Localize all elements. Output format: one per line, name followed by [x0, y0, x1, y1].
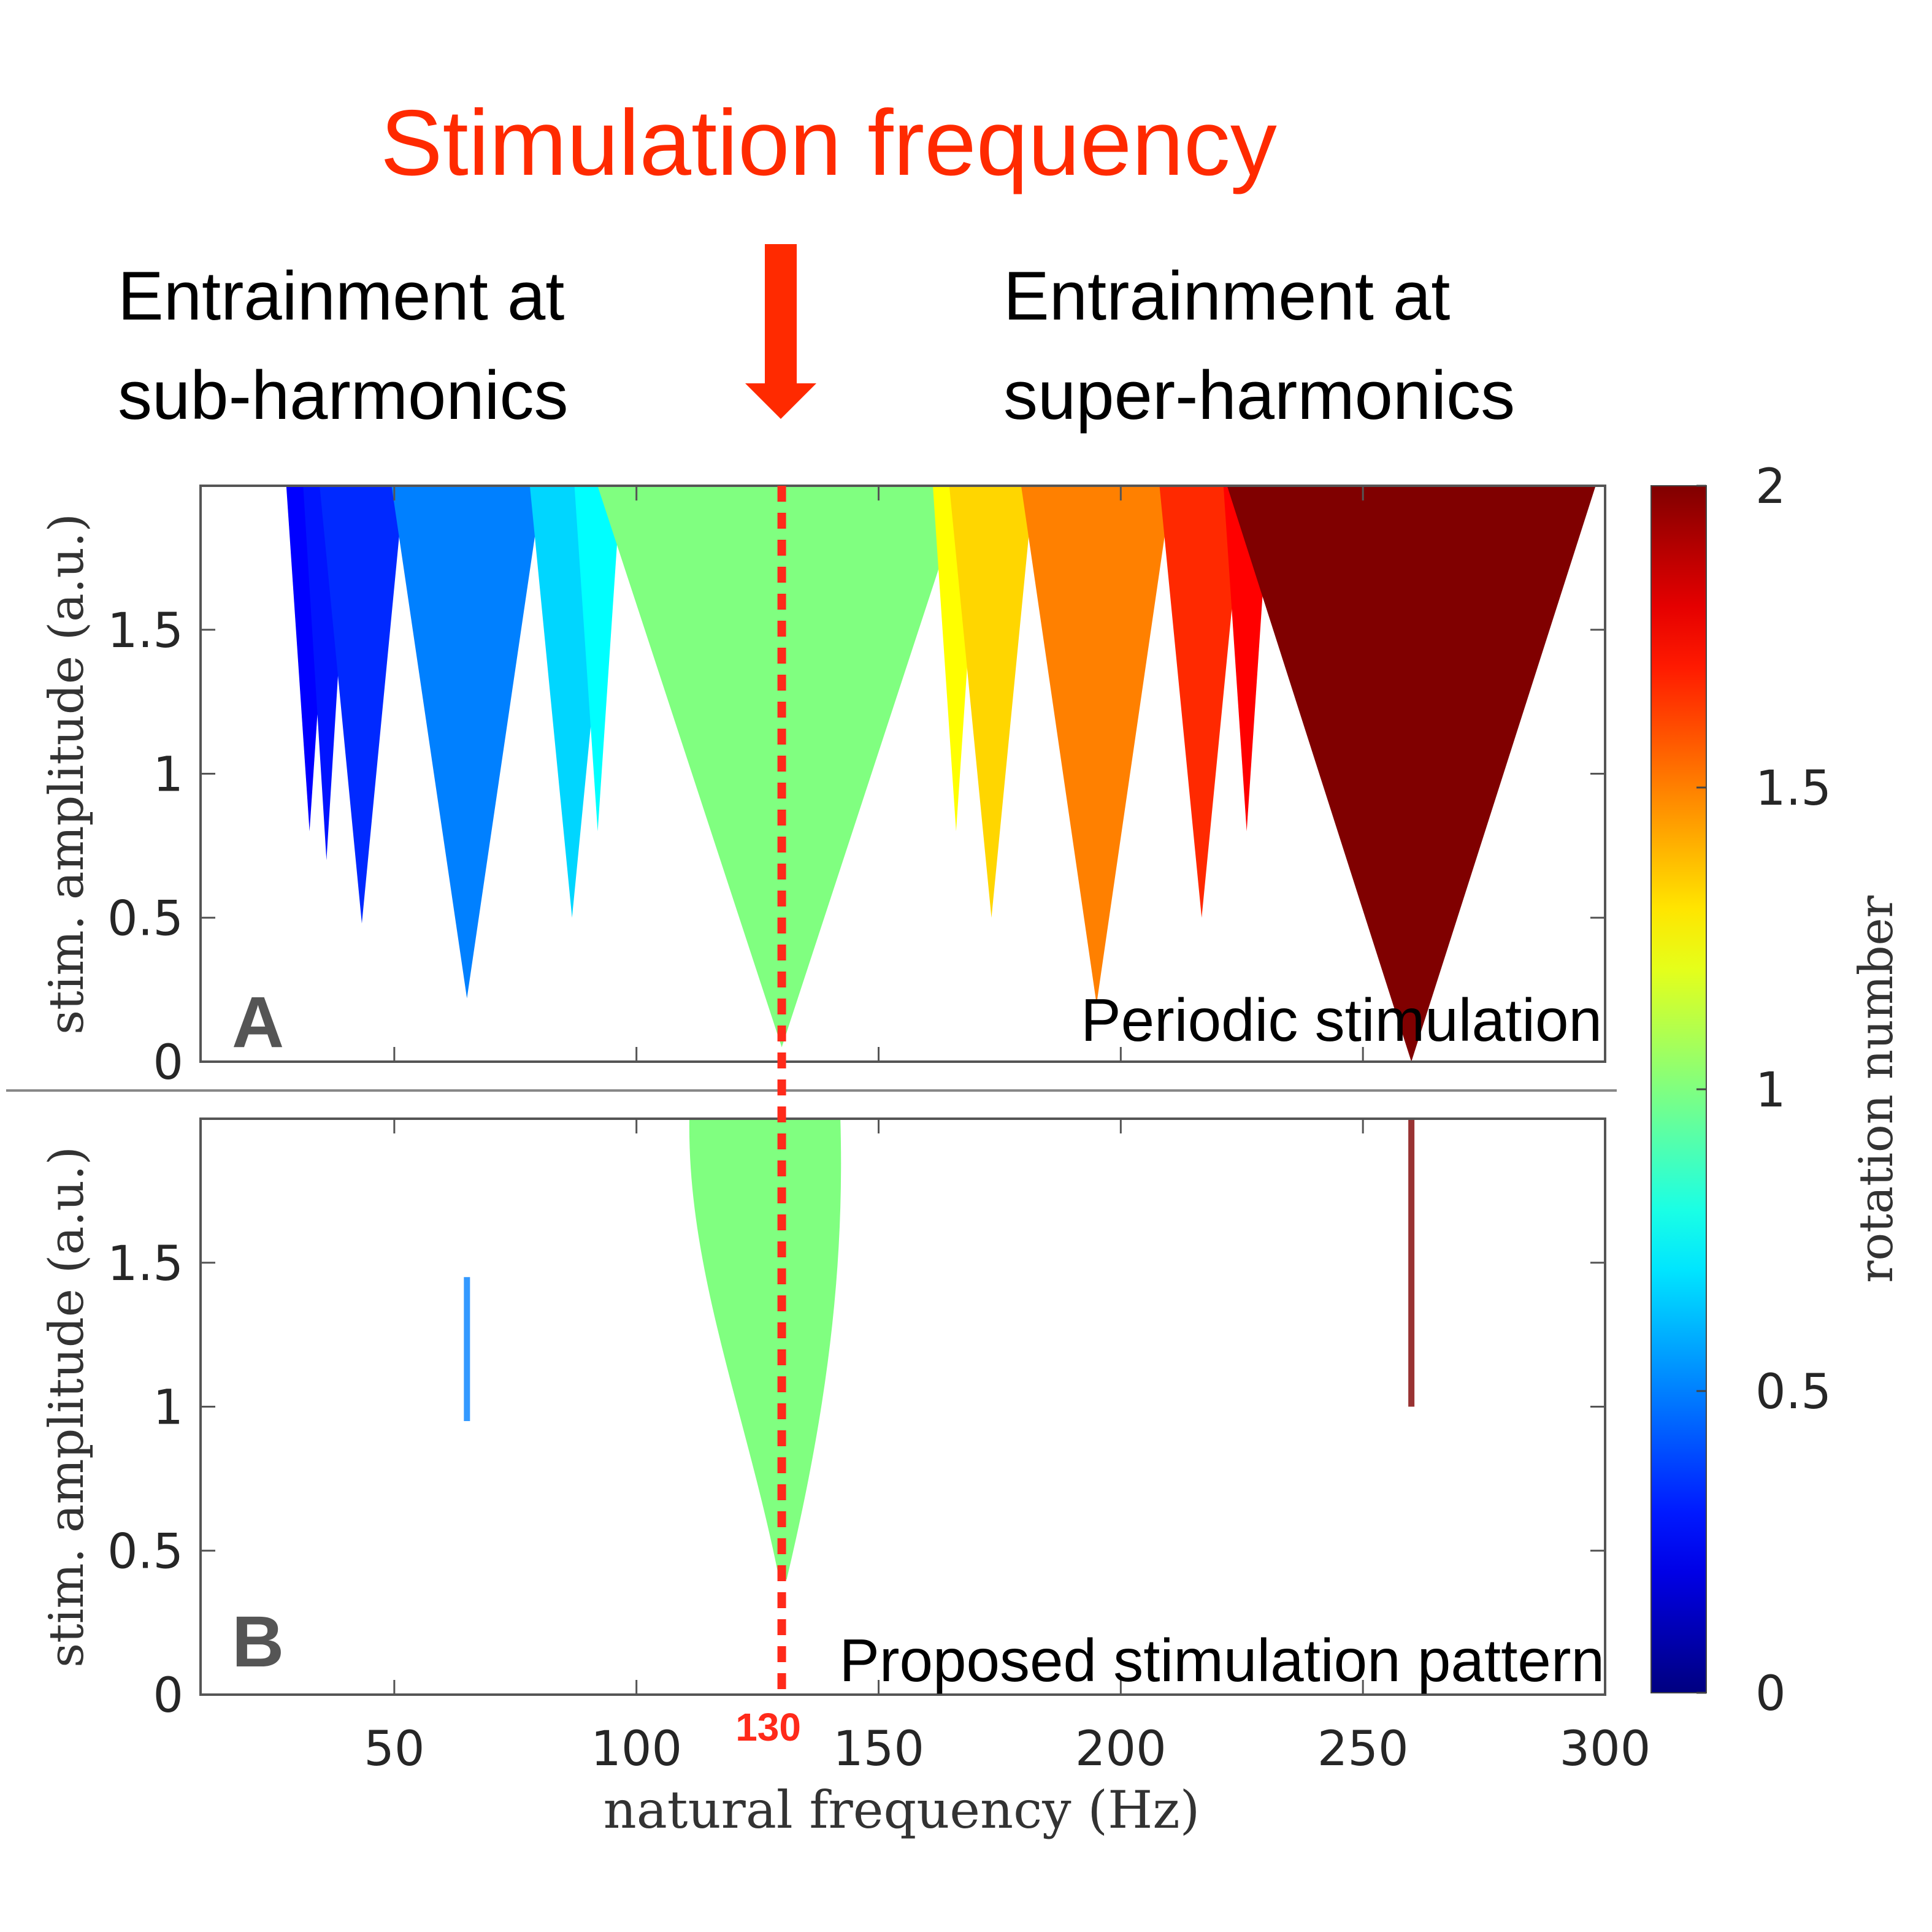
colorbar-tick-label: 0.5 [1755, 1365, 1831, 1420]
panel-a-label: A [232, 982, 284, 1063]
entrainment-streak [1408, 1119, 1415, 1407]
y-tick-label: 0.5 [107, 891, 183, 946]
entrainment-region [689, 1119, 841, 1580]
arnold-tongue [1227, 486, 1596, 1062]
y-tick-label: 1.5 [107, 604, 183, 659]
colorbar-tick-label: 0 [1755, 1666, 1786, 1722]
panel-b-ylabel: stim. amplitude (a.u.) [39, 1146, 94, 1668]
panel-a: 0 0.5 1 1.5 [107, 485, 1606, 1091]
x-axis-label: natural frequency (Hz) [604, 1780, 1200, 1840]
y-tick-label: 0.5 [107, 1524, 183, 1579]
y-tick-label: 0 [153, 1035, 183, 1091]
x-tick-label: 150 [833, 1722, 924, 1777]
y-tick-label: 1.5 [107, 1236, 183, 1292]
y-tick-label: 0 [153, 1668, 183, 1723]
stim-frequency-tick-label: 130 [735, 1705, 801, 1749]
x-tick-label: 250 [1317, 1722, 1409, 1777]
x-tick-label: 50 [364, 1722, 424, 1777]
right-note-line1: Entrainment at [1003, 258, 1450, 334]
panel-b-annotation: Proposed stimulation pattern [840, 1627, 1605, 1694]
y-tick-label: 1 [153, 748, 183, 803]
colorbar-tick-label: 1 [1755, 1063, 1786, 1118]
arnold-tongue [1159, 486, 1244, 918]
x-tick-label: 300 [1560, 1722, 1651, 1777]
colorbar-label: rotation number [1849, 895, 1903, 1283]
colorbar: 0 0.5 1 1.5 2 rotation number [1650, 459, 1903, 1722]
arnold-tongue [949, 486, 1034, 918]
right-note-line2: super-harmonics [1003, 357, 1515, 434]
arnold-tongue [391, 486, 543, 999]
x-tick-label: 100 [591, 1722, 682, 1777]
panel-a-ylabel: stim. amplitude (a.u.) [39, 513, 94, 1035]
panel-b-label: B [232, 1601, 284, 1682]
colorbar-tick-label: 2 [1755, 459, 1786, 515]
figure-title: Stimulation frequency [380, 91, 1277, 195]
entrainment-streak [464, 1277, 470, 1421]
panel-b: 50 100 150 200 250 300 0 0.5 1 1.5 [107, 1117, 1651, 1777]
arnold-tongue [320, 486, 404, 924]
y-tick-label: 1 [153, 1381, 183, 1436]
left-note-line1: Entrainment at [118, 258, 564, 334]
down-arrow-icon [745, 244, 816, 419]
colorbar-tick-label: 1.5 [1755, 761, 1831, 816]
left-note-line2: sub-harmonics [118, 357, 569, 434]
panel-a-annotation: Periodic stimulation [1081, 986, 1602, 1054]
arnold-tongue [1021, 486, 1172, 1005]
x-tick-label: 200 [1075, 1722, 1167, 1777]
panel-b-background [201, 1119, 1605, 1695]
arnold-tongue [574, 486, 621, 832]
